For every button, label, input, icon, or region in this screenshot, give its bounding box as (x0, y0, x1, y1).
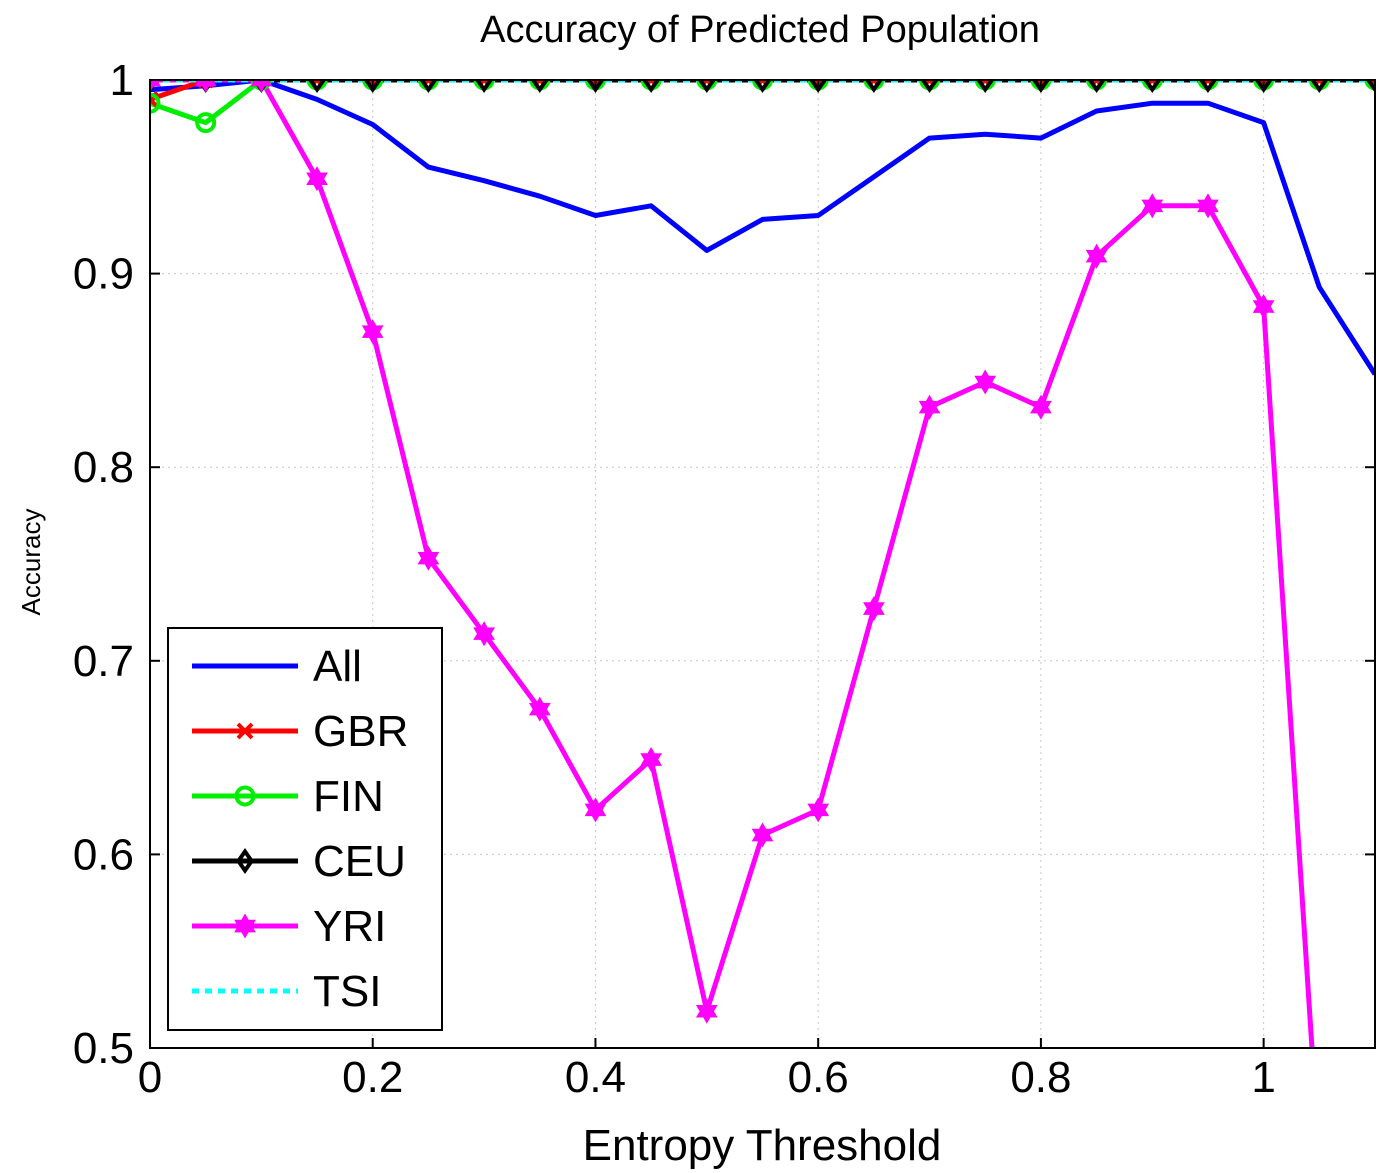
data-point-ceu (920, 80, 939, 93)
x-tick-label: 0.6 (788, 1053, 849, 1102)
data-point-ceu (307, 80, 327, 93)
data-point-yri (473, 621, 495, 647)
data-point-yri (695, 998, 718, 1024)
x-tick-label: 0.2 (342, 1053, 403, 1102)
data-point-yri (640, 746, 662, 773)
data-point-ceu (419, 80, 438, 93)
x-tick-label: 0 (138, 1053, 162, 1102)
legend-label-all: All (313, 642, 362, 691)
legend-marker-ceu (235, 848, 255, 874)
data-point-yri (194, 80, 217, 93)
y-tick-label: 0.8 (73, 443, 134, 492)
data-point-yri (1141, 193, 1164, 219)
data-point-ceu (1143, 80, 1162, 93)
data-point-yri (1310, 1150, 1328, 1171)
data-point-yri (1030, 394, 1052, 420)
x-tick-label: 1 (1251, 1053, 1275, 1102)
legend-label-gbr: GBR (313, 707, 408, 756)
axis-ticks: 0 0.2 0.4 0.6 0.8 1 0.5 0.6 0.7 0.8 0.9 1 (73, 56, 1375, 1102)
data-point-yri (361, 319, 384, 345)
data-point-yri (918, 394, 941, 420)
legend-label-yri: YRI (313, 902, 386, 951)
y-tick-label: 0.5 (73, 1024, 134, 1073)
data-point-yri (250, 80, 273, 93)
data-point-yri (1197, 193, 1219, 219)
data-point-fin (150, 92, 161, 114)
data-point-ceu (697, 80, 716, 93)
data-point-ceu (474, 80, 494, 93)
series-lines (150, 80, 1375, 1048)
legend-marker-yri (234, 913, 256, 939)
data-point-ceu (1087, 80, 1106, 93)
legend-marker-gbr (236, 722, 254, 740)
y-tick-label: 0.7 (73, 637, 134, 686)
x-tick-label: 0.4 (565, 1053, 626, 1102)
data-point-ceu (1198, 80, 1218, 93)
y-tick-label: 0.6 (73, 830, 134, 879)
data-point-ceu (976, 80, 995, 93)
data-point-ceu (864, 80, 883, 93)
data-point-yri (417, 545, 440, 571)
y-tick-label: 0.9 (73, 250, 134, 299)
data-point-yri (150, 80, 161, 93)
data-point-yri (751, 822, 774, 848)
series-line-yri (150, 80, 1315, 1048)
series-line-all (150, 80, 1375, 376)
data-point-yri (1085, 243, 1108, 269)
data-point-ceu (530, 80, 549, 93)
legend-box (167, 627, 443, 1031)
data-point-ceu (1310, 80, 1329, 93)
data-point-ceu (753, 80, 772, 93)
data-point-yri (863, 595, 885, 622)
data-point-fin (195, 112, 217, 134)
chart-title: Accuracy of Predicted Population (480, 9, 1040, 51)
legend-label-tsi: TSI (313, 967, 381, 1016)
data-point-yri (974, 369, 997, 395)
data-point-yri (584, 797, 607, 823)
data-point-yri (1252, 293, 1275, 320)
legend-label-fin: FIN (313, 772, 384, 821)
plot-area-frame (149, 79, 1376, 1049)
legend-marker-fin (234, 785, 256, 807)
x-axis-label: Entropy Threshold (583, 1121, 942, 1170)
x-tick-label: 0.8 (1010, 1053, 1071, 1102)
legend: All GBR FIN CEU YRI TSI (167, 627, 443, 1031)
y-axis-label: Accuracy (16, 509, 46, 616)
data-point-yri (807, 797, 830, 823)
legend-label-ceu: CEU (313, 837, 406, 886)
data-point-yri (306, 166, 328, 192)
y-tick-label: 1 (110, 56, 134, 105)
data-point-ceu (642, 80, 661, 93)
data-point-yri (528, 696, 551, 722)
